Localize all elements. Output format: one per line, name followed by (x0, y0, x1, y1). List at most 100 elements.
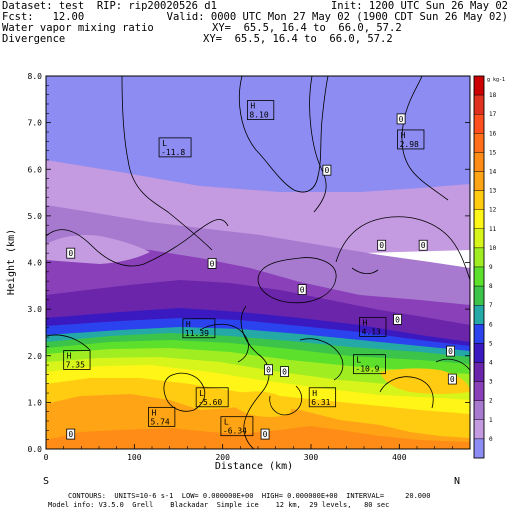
field-label-box (352, 354, 386, 375)
field-label-type: H (250, 102, 255, 111)
y-tick-label: 8.0 (28, 72, 43, 81)
divergence-contour-3 (46, 219, 229, 267)
colorbar-swatch (473, 190, 485, 210)
colorbar-swatch (473, 324, 485, 344)
moisture-band-15 (46, 426, 470, 449)
x-tick-label: 100 (127, 453, 142, 462)
zero-label-text: 0 (263, 430, 268, 439)
field-label-box (158, 137, 192, 158)
field-label-high: H8.10 (246, 100, 275, 120)
field-label-low: L-6.34 (220, 416, 254, 437)
zero-label-box (66, 247, 76, 259)
zero-label-text: 0 (210, 259, 215, 268)
colorbar-swatch (473, 171, 485, 191)
y-tick-label: 0.0 (28, 445, 43, 454)
zero-label-text: 0 (421, 241, 426, 250)
field-label-type: L (199, 389, 204, 398)
colorbar-level-label: 5 (489, 340, 493, 347)
colorbar-level-label: 4 (489, 360, 493, 367)
axes: 0 100 200 300 400 0.0 1.0 2.0 3.0 4.0 5.0 6.0 7.0 8.0 (28, 72, 470, 462)
y-tick-label: 6.0 (28, 165, 43, 174)
zero-label-box (260, 428, 270, 440)
field-label-box (63, 350, 91, 370)
field-label-box (195, 387, 229, 408)
header-field-1: Water vapor mixing ratio (2, 22, 154, 34)
zero-label-text: 0 (399, 115, 404, 124)
divergence-contour-12 (46, 334, 91, 351)
field-label-value: -11.8 (161, 148, 185, 157)
colorbar-swatch (473, 381, 485, 401)
divergence-contour-15 (351, 267, 379, 274)
header-xy-2: XY= 65.5, 16.4 to 66.0, 57.2 (203, 33, 393, 45)
zero-label-box (418, 239, 428, 251)
field-label-value: 11.39 (185, 329, 209, 338)
zero-contour-label: 0 (418, 239, 428, 251)
field-label-high: H6.31 (308, 387, 337, 408)
divergence-contour-6 (401, 76, 449, 201)
x-tick-label: 300 (304, 453, 319, 462)
colorbar-level-label: 7 (489, 302, 493, 309)
colorbar-swatch (473, 133, 485, 153)
colorbar-frame (473, 75, 485, 459)
moisture-fill (46, 76, 470, 449)
zero-label-text: 0 (300, 286, 305, 295)
zero-contour-label: 0 (322, 164, 332, 176)
colorbar-unit: g kg-1 (487, 77, 505, 83)
zero-contour-label: 0 (280, 366, 289, 378)
field-label-box (397, 129, 425, 150)
field-label-high: H7.35 (63, 350, 91, 370)
colorbar-level-label: 15 (489, 149, 497, 156)
zero-contour-label: 0 (260, 428, 270, 440)
zero-label-text: 0 (266, 366, 271, 375)
divergence-contour-2 (309, 76, 327, 213)
divergence-contour-1 (239, 76, 329, 193)
zero-label-box (264, 364, 274, 376)
colorbar-swatch (473, 113, 485, 134)
y-tick-label: 3.0 (28, 305, 43, 314)
moisture-band-17 (380, 368, 470, 394)
zero-label-box (393, 313, 402, 325)
field-label-box (220, 416, 254, 437)
x-axis-label: Distance (km) (215, 461, 293, 472)
y-tick-label: 5.0 (28, 212, 43, 221)
colorbar-level-label: 13 (489, 188, 497, 195)
divergence-contour-10 (379, 376, 434, 409)
colorbar-level-label: 9 (489, 264, 493, 271)
field-label-type: H (312, 389, 317, 398)
divergence-contour-11 (435, 358, 470, 371)
field-label-high: H5.74 (148, 406, 176, 427)
field-label-type: H (67, 351, 72, 360)
field-label-box (182, 318, 216, 339)
field-label-value: 2.98 (400, 140, 419, 149)
field-label-high: H2.98 (397, 129, 425, 150)
zero-label-box (377, 239, 387, 251)
field-label-high: H4.13 (359, 316, 387, 337)
divergence-contours (46, 76, 470, 449)
divergence-contour-13 (199, 323, 249, 363)
colorbar-swatch (473, 266, 485, 287)
colorbar-swatch (473, 305, 485, 325)
field-label-value: 8.10 (249, 111, 268, 120)
colorbar-level-label: 17 (489, 111, 497, 118)
field-label-value: 6.31 (311, 398, 330, 407)
field-label-type: H (186, 320, 191, 329)
zero-label-text: 0 (324, 166, 329, 175)
moisture-band-16 (229, 391, 292, 417)
header-fcst: Fcst: 12.00 (2, 11, 85, 23)
colorbar-swatch (473, 209, 485, 229)
colorbar-level-label: 1 (489, 417, 493, 424)
field-label-type: H (363, 318, 368, 327)
zero-contour-label: 0 (66, 247, 76, 259)
colorbar-swatch (473, 419, 485, 440)
footer-model-info: Model info: V3.5.0 Grell Blackadar Simpl… (48, 501, 390, 509)
colorbar-level-label: 6 (489, 321, 493, 328)
field-label-type: L (356, 356, 361, 365)
x-tick-label: 0 (44, 453, 49, 462)
field-label-high: H11.39 (182, 318, 216, 339)
zero-contour-label: 0 (377, 239, 387, 251)
colorbar-swatch (473, 362, 485, 382)
field-label-value: -5.60 (198, 398, 222, 407)
zero-contour-label: 0 (207, 258, 217, 269)
colorbar-level-label: 14 (489, 169, 497, 176)
